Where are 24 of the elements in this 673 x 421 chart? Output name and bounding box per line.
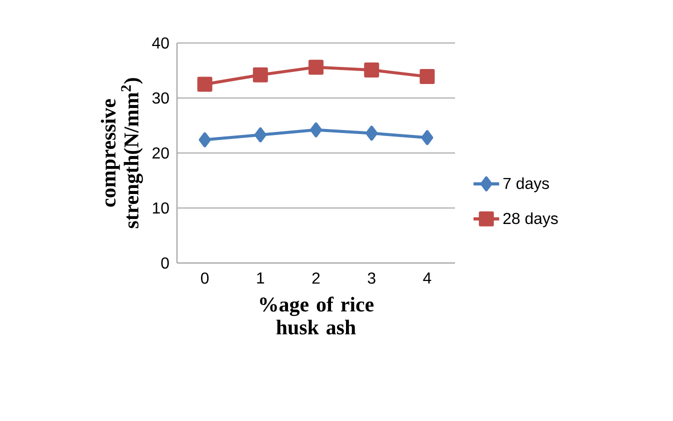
x-tick-label: 0 <box>201 272 209 284</box>
y-axis-title: compressive strength(N/mm$^{2}$) <box>100 78 143 228</box>
point <box>197 76 212 92</box>
point <box>308 60 324 75</box>
x-tick-label: 4 <box>423 272 432 284</box>
y-tick-label: 10 <box>152 202 169 214</box>
legend-label: 28 days <box>503 212 558 228</box>
y-tick-label: 40 <box>152 37 169 49</box>
point <box>198 132 211 148</box>
point <box>420 69 435 84</box>
x-tick-label: 1 <box>257 272 264 284</box>
point <box>310 122 322 138</box>
y-tick-label: 20 <box>152 147 169 159</box>
point <box>366 126 378 141</box>
point <box>421 130 434 146</box>
y-tick-label: 30 <box>152 92 169 104</box>
point <box>252 67 268 82</box>
x-tick-label: 2 <box>312 272 320 284</box>
point <box>254 127 266 142</box>
x-tick-label: 3 <box>368 272 376 284</box>
y-tick-label: 0 <box>161 257 169 269</box>
point <box>364 62 380 78</box>
x-axis-title: %age of rice husk ash <box>260 296 374 335</box>
legend-label: 7 days <box>503 177 549 192</box>
